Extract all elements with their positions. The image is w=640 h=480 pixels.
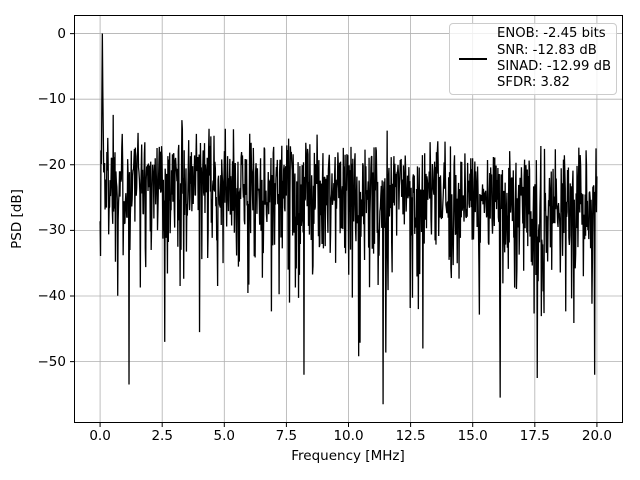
y-tick-label: 0 — [57, 25, 66, 42]
x-tick-label: 0.0 — [89, 428, 111, 444]
y-tick-label: −20 — [37, 156, 67, 173]
legend-text-block: ENOB: -2.45 bits SNR: -12.83 dB SINAD: -… — [497, 26, 611, 92]
x-tick-label: 20.0 — [581, 428, 612, 444]
x-tick-label: 12.5 — [395, 428, 426, 444]
y-axis-label: PSD [dB] — [9, 189, 25, 249]
legend-snr-value: SNR: -12.83 dB — [497, 42, 597, 58]
x-axis-label: Frequency [MHz] — [291, 448, 405, 464]
x-tick-label: 10.0 — [333, 428, 364, 444]
x-tick-label: 5.0 — [213, 428, 236, 444]
legend-line-sample — [459, 58, 487, 60]
y-tick-label: −10 — [37, 91, 67, 108]
y-tick-label: −30 — [37, 222, 67, 239]
legend-sfdr-value: SFDR: 3.82 — [497, 75, 570, 91]
x-tick-label: 17.5 — [519, 428, 550, 444]
legend-enob-value: ENOB: -2.45 bits — [497, 26, 606, 42]
y-tick-label: −40 — [37, 287, 67, 304]
y-tick-label: −50 — [37, 353, 67, 370]
x-tick-label: 2.5 — [151, 428, 173, 444]
x-tick-label: 7.5 — [275, 428, 298, 444]
legend: ENOB: -2.45 bits SNR: -12.83 dB SINAD: -… — [449, 23, 617, 95]
x-tick-label: 15.0 — [457, 428, 488, 444]
legend-sinad-value: SINAD: -12.99 dB — [497, 59, 612, 74]
